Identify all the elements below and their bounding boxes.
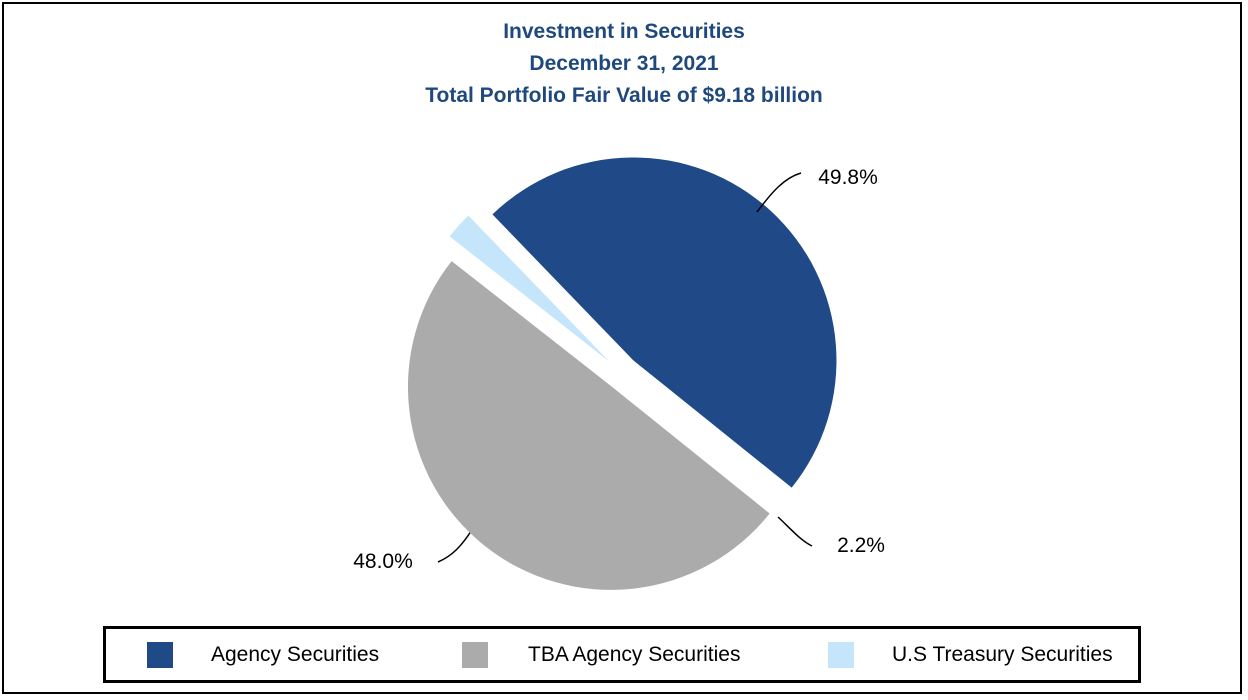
data-label-treasury: 2.2% (837, 534, 885, 557)
legend-label-tba: TBA Agency Securities (528, 642, 741, 666)
legend-swatch-agency (147, 641, 173, 668)
chart-subtitle-date: December 31, 2021 (529, 52, 719, 75)
legend-item-agency: Agency Securities (147, 629, 379, 680)
leader-line-tba (756, 172, 802, 213)
chart-subtitle-total: Total Portfolio Fair Value of $9.18 bill… (425, 84, 823, 107)
data-label-tba: 49.8% (818, 166, 878, 189)
leader-line-treasury (777, 516, 813, 547)
pie-slice-treasury (449, 215, 610, 362)
legend-swatch-tba (462, 641, 488, 668)
pie-slice-tba (407, 261, 770, 590)
chart-legend: Agency Securities TBA Agency Securities … (103, 626, 1141, 683)
legend-swatch-treasury (828, 641, 854, 668)
legend-item-tba: TBA Agency Securities (462, 629, 740, 680)
chart-title-block: Investment in Securities December 31, 20… (0, 16, 1248, 112)
leader-line-agency (437, 527, 474, 563)
legend-item-treasury: U.S Treasury Securities (828, 629, 1113, 680)
legend-label-treasury: U.S Treasury Securities (892, 642, 1113, 666)
pie-slice-agency (492, 157, 837, 488)
data-label-agency: 48.0% (353, 550, 413, 573)
legend-label-agency: Agency Securities (211, 642, 380, 666)
chart-title: Investment in Securities (503, 20, 745, 43)
